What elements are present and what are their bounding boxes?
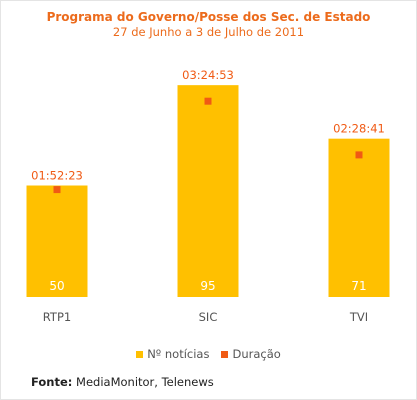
- duration-label-tvi: 02:28:41: [333, 122, 385, 136]
- source-note: Fonte: MediaMonitor, Telenews: [31, 375, 214, 389]
- bar-rtp1[interactable]: [26, 185, 88, 298]
- legend-label-duration: Duração: [232, 347, 281, 361]
- duration-marker-rtp1[interactable]: [53, 186, 61, 194]
- legend-item-news-count[interactable]: Nº notícias: [136, 347, 209, 361]
- duration-marker-tvi[interactable]: [355, 151, 363, 159]
- legend-label-news-count: Nº notícias: [147, 347, 210, 361]
- bar-chart: 50 01:52:23 RTP1 95 03:24:53 SIC 71 02:28:41 TVI: [26, 68, 390, 324]
- bar-sic[interactable]: [177, 85, 239, 298]
- legend-item-duration[interactable]: Duração: [221, 347, 281, 361]
- bar-value-label-tvi: 71: [351, 279, 366, 293]
- bar-value-label-rtp1: 50: [49, 279, 64, 293]
- source-label: Fonte:: [31, 375, 73, 389]
- duration-label-sic: 03:24:53: [182, 68, 234, 82]
- category-label-sic: SIC: [199, 310, 218, 324]
- chart-subtitle: 27 de Junho a 3 de Julho de 2011: [112, 25, 305, 39]
- duration-marker-sic[interactable]: [204, 97, 212, 105]
- legend-swatch-news-count: [136, 350, 144, 358]
- bar-tvi[interactable]: [328, 138, 390, 297]
- category-label-rtp1: RTP1: [43, 310, 71, 324]
- legend-swatch-duration: [221, 350, 229, 358]
- category-label-tvi: TVI: [349, 310, 368, 324]
- source-text: MediaMonitor, Telenews: [76, 375, 214, 389]
- bar-value-label-sic: 95: [200, 279, 215, 293]
- legend: Nº notícias Duração: [0, 347, 417, 361]
- chart-title: Programa do Governo/Posse dos Sec. de Es…: [46, 10, 371, 24]
- duration-label-rtp1: 01:52:23: [31, 169, 83, 183]
